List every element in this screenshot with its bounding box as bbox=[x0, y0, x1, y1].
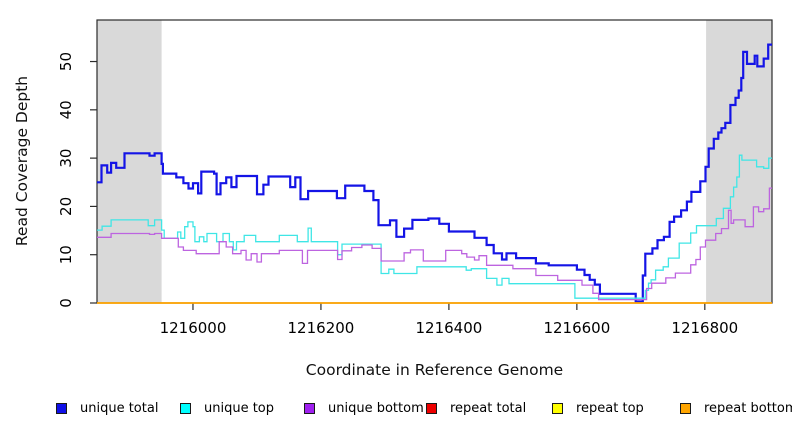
series-line-unique-total bbox=[97, 43, 772, 303]
x-tick-label: 1216400 bbox=[415, 319, 482, 337]
legend-swatch-unique-bottom bbox=[304, 402, 315, 414]
series-line-unique-bottom bbox=[97, 187, 772, 301]
x-tick-label: 1216600 bbox=[543, 319, 610, 337]
y-tick-label: 50 bbox=[57, 52, 75, 71]
legend-item-repeat-total: repeat total bbox=[426, 399, 526, 417]
legend-label: repeat total bbox=[450, 400, 527, 416]
x-tick-label: 1216800 bbox=[671, 319, 738, 337]
legend-item-unique-total: unique total bbox=[56, 399, 158, 417]
legend-label: repeat top bbox=[576, 400, 644, 416]
legend-item-unique-bottom: unique bottom bbox=[304, 399, 424, 417]
y-tick-label: 10 bbox=[57, 245, 75, 264]
legend-label: repeat bottom bbox=[704, 400, 792, 416]
x-tick-label: 1216200 bbox=[288, 319, 355, 337]
x-tick-label: 1216000 bbox=[160, 319, 227, 337]
legend-item-repeat-bottom: repeat bottom bbox=[680, 399, 792, 417]
series-line-unique-top bbox=[97, 154, 772, 299]
legend-item-repeat-top: repeat top bbox=[552, 399, 644, 417]
y-axis-title: Read Coverage Depth bbox=[13, 75, 31, 247]
legend-swatch-unique-top bbox=[180, 402, 191, 414]
legend-swatch-repeat-top bbox=[552, 402, 563, 414]
legend: unique total unique top unique bottom repea… bbox=[0, 399, 792, 419]
y-tick-label: 40 bbox=[57, 100, 75, 119]
x-axis-title: Coordinate in Reference Genome bbox=[305, 361, 564, 379]
y-tick-label: 0 bbox=[57, 298, 75, 308]
legend-swatch-repeat-total bbox=[426, 402, 437, 414]
legend-item-unique-top: unique top bbox=[180, 399, 274, 417]
legend-label: unique bottom bbox=[328, 400, 424, 416]
plot-canvas: 1216000 1216200 1216400 1216600 1216800 0 10 20… bbox=[57, 19, 773, 337]
legend-swatch-unique-total bbox=[56, 402, 67, 414]
masked-region bbox=[97, 20, 162, 303]
legend-label: unique total bbox=[80, 400, 159, 416]
legend-label: unique top bbox=[204, 400, 275, 416]
legend-swatch-repeat-bottom bbox=[680, 402, 691, 414]
y-tick-label: 30 bbox=[57, 149, 75, 168]
y-tick-label: 20 bbox=[57, 197, 75, 216]
